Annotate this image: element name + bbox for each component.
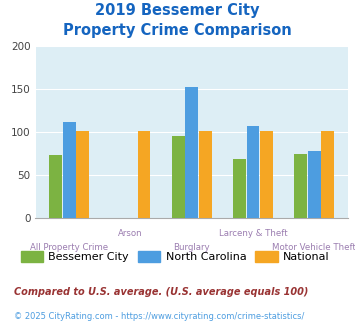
Bar (199, 131, 212, 218)
Bar (76, 131, 89, 218)
Bar (308, 151, 321, 218)
Text: © 2025 CityRating.com - https://www.cityrating.com/crime-statistics/: © 2025 CityRating.com - https://www.city… (14, 312, 305, 321)
Bar (321, 131, 334, 218)
Bar (247, 126, 260, 218)
Text: Property Crime Comparison: Property Crime Comparison (63, 23, 292, 38)
Legend: Bessemer City, North Carolina, National: Bessemer City, North Carolina, National (16, 247, 334, 267)
Bar (49, 155, 62, 218)
Text: All Property Crime: All Property Crime (30, 243, 108, 252)
Text: Burglary: Burglary (173, 243, 210, 252)
Text: Arson: Arson (118, 229, 143, 238)
Bar (294, 154, 307, 218)
Text: 2019 Bessemer City: 2019 Bessemer City (95, 3, 260, 18)
Bar (260, 131, 273, 218)
Bar (172, 136, 185, 218)
Bar (185, 87, 198, 218)
Text: Compared to U.S. average. (U.S. average equals 100): Compared to U.S. average. (U.S. average … (14, 287, 308, 297)
Bar (63, 122, 76, 218)
Bar (137, 131, 150, 218)
Text: Larceny & Theft: Larceny & Theft (219, 229, 287, 238)
Bar (233, 159, 246, 218)
Text: Motor Vehicle Theft: Motor Vehicle Theft (272, 243, 355, 252)
